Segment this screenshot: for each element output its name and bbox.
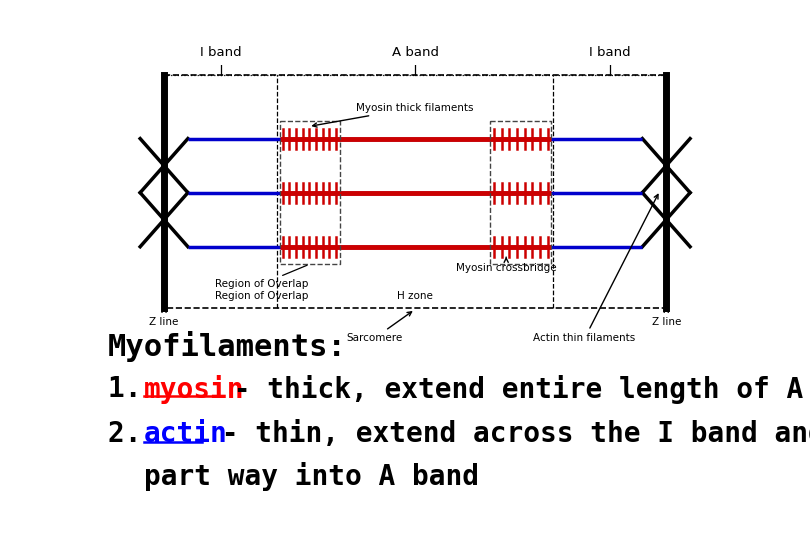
Text: I band: I band xyxy=(200,45,241,58)
Text: myosin: myosin xyxy=(144,375,245,403)
Text: Region of Overlap: Region of Overlap xyxy=(215,265,308,289)
Text: H zone: H zone xyxy=(397,292,433,301)
Text: Sarcomere: Sarcomere xyxy=(346,312,411,343)
Text: actin: actin xyxy=(144,420,228,448)
Text: Z line: Z line xyxy=(149,308,179,327)
Text: A band: A band xyxy=(391,45,439,58)
Text: - thick, extend entire length of A band: - thick, extend entire length of A band xyxy=(217,375,810,403)
Text: Actin thin filaments: Actin thin filaments xyxy=(534,194,658,343)
Text: Z line: Z line xyxy=(651,308,681,327)
Text: I band: I band xyxy=(589,45,630,58)
Text: 2.: 2. xyxy=(108,420,158,448)
Text: Region of Overlap: Region of Overlap xyxy=(215,292,308,301)
Text: 1.: 1. xyxy=(108,375,158,403)
Text: Myofilaments:: Myofilaments: xyxy=(108,331,347,362)
Text: - thin, extend across the I band and: - thin, extend across the I band and xyxy=(205,420,810,448)
Text: part way into A band: part way into A band xyxy=(144,462,479,491)
Text: Myosin thick filaments: Myosin thick filaments xyxy=(313,103,474,127)
Text: Myosin crossbridge: Myosin crossbridge xyxy=(456,257,556,273)
